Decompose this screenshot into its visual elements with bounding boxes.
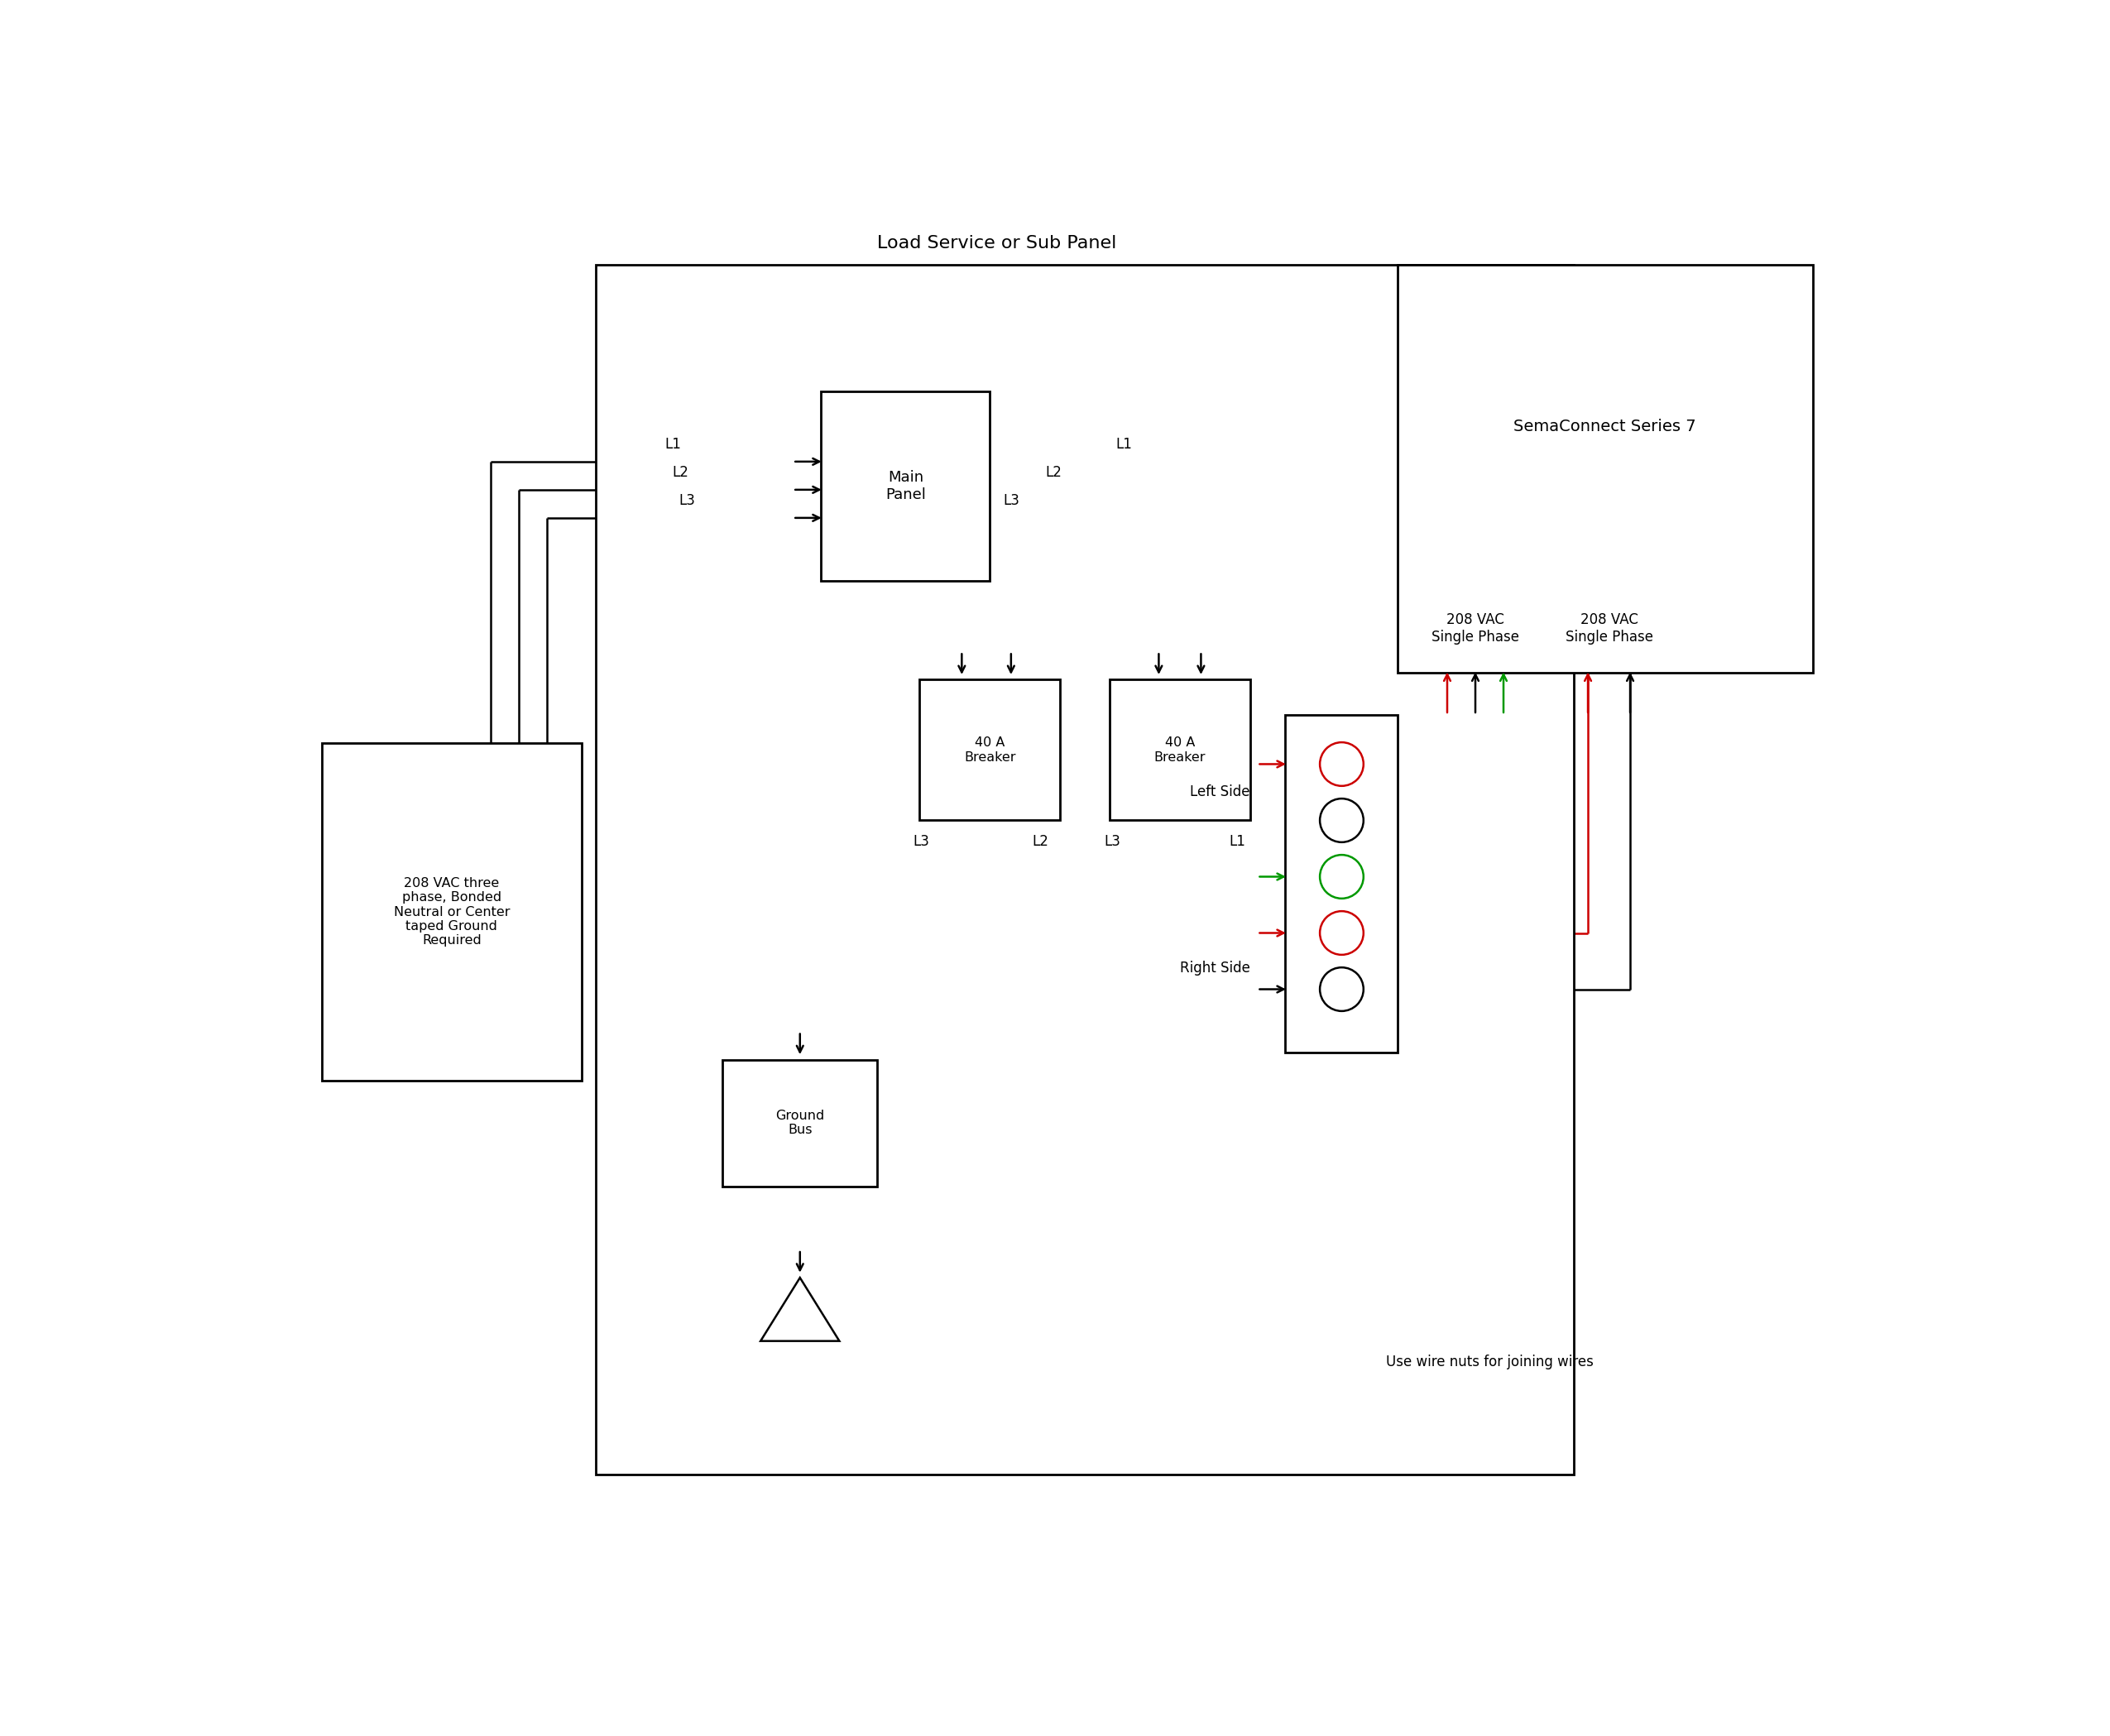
Polygon shape [760, 1278, 840, 1340]
Circle shape [1321, 799, 1363, 842]
Text: 40 A
Breaker: 40 A Breaker [1154, 736, 1205, 764]
Text: SemaConnect Series 7: SemaConnect Series 7 [1513, 418, 1696, 434]
Circle shape [1321, 911, 1363, 955]
Text: L1: L1 [1230, 835, 1245, 849]
Text: Use wire nuts for joining wires: Use wire nuts for joining wires [1386, 1354, 1593, 1370]
Circle shape [1321, 967, 1363, 1010]
Text: 208 VAC
Single Phase: 208 VAC Single Phase [1566, 613, 1652, 644]
Text: Ground
Bus: Ground Bus [776, 1109, 825, 1137]
Text: Main
Panel: Main Panel [886, 470, 926, 502]
Text: Left Side: Left Side [1190, 785, 1251, 800]
Bar [595, 264, 1574, 1474]
Text: 208 VAC three
phase, Bonded
Neutral or Center
taped Ground
Required: 208 VAC three phase, Bonded Neutral or C… [395, 877, 511, 946]
Bar [1110, 681, 1251, 821]
Text: L2: L2 [1044, 465, 1061, 479]
Text: 208 VAC
Single Phase: 208 VAC Single Phase [1431, 613, 1519, 644]
Bar [722, 1059, 878, 1186]
Text: L3: L3 [679, 493, 696, 509]
Text: Load Service or Sub Panel: Load Service or Sub Panel [878, 234, 1116, 252]
Bar [321, 743, 582, 1082]
Bar [920, 681, 1059, 821]
Text: L2: L2 [673, 465, 688, 479]
Text: L1: L1 [1116, 437, 1131, 451]
Text: L1: L1 [665, 437, 682, 451]
Text: L3: L3 [1002, 493, 1019, 509]
Bar [821, 391, 990, 582]
Text: L3: L3 [914, 835, 928, 849]
Text: Right Side: Right Side [1179, 960, 1251, 976]
Circle shape [1321, 854, 1363, 899]
Text: 40 A
Breaker: 40 A Breaker [964, 736, 1015, 764]
Circle shape [1321, 743, 1363, 786]
Text: L3: L3 [1104, 835, 1120, 849]
Bar [1285, 715, 1399, 1052]
Bar [1399, 264, 1812, 672]
Text: L2: L2 [1032, 835, 1049, 849]
